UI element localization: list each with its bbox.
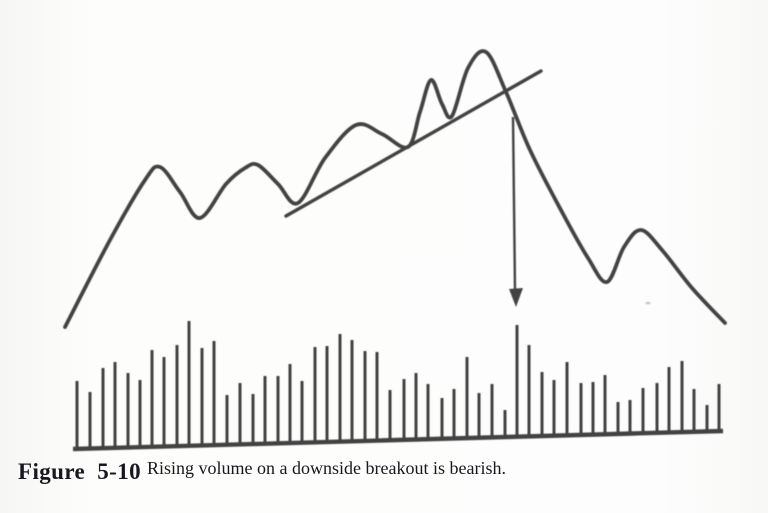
scan-speck: [645, 301, 651, 305]
trendline: [284, 69, 543, 218]
figure-caption-text: Rising volume on a downside breakout is …: [147, 458, 506, 478]
figure-label: Figure 5-10: [18, 459, 142, 484]
breakout-arrow-head-icon: [509, 288, 523, 307]
drawing-layer: [63, 49, 727, 452]
volume-baseline: [72, 428, 724, 452]
price-line: [63, 49, 727, 329]
breakout-arrow-shaft: [511, 116, 517, 291]
